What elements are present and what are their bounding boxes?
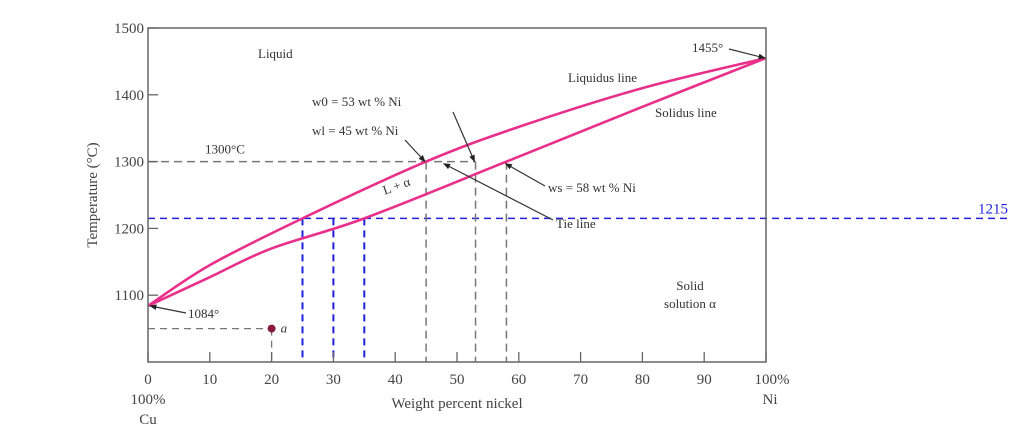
annotation-label: Solidus line [655, 105, 717, 120]
region-label: solution α [664, 296, 716, 311]
annotation-arrow [504, 163, 546, 187]
x-tick-label: 70 [573, 372, 588, 388]
reference-line-label: 1300°C [205, 142, 245, 157]
x-tick-label: 30 [326, 372, 341, 388]
annotation-label: ws = 58 wt % Ni [548, 180, 636, 195]
annotation-label: 1455° [692, 40, 723, 55]
x-end-label-right: Ni [763, 392, 778, 408]
annotation-arrow [728, 48, 766, 60]
x-tick-label: 60 [511, 372, 526, 388]
y-axis-label: Temperature (°C) [85, 142, 101, 247]
x-tick-label: 80 [635, 372, 650, 388]
annotation-arrow [443, 163, 554, 221]
x-axis-label: Weight percent nickel [391, 396, 522, 412]
x-tick-label: 100% [755, 372, 790, 388]
x-tick-label: 10 [202, 372, 217, 388]
reference-line-label: 1215 [978, 201, 1008, 217]
y-tick-label: 1500 [114, 21, 144, 37]
x-tick-label: 50 [450, 372, 465, 388]
annotation-arrow [404, 139, 426, 163]
solidus-line [147, 56, 767, 308]
y-tick-label: 1200 [114, 221, 144, 237]
x-end-label-left: Cu [139, 412, 157, 428]
annotation-arrow [452, 111, 476, 163]
data-point-label: a [281, 321, 288, 336]
y-tick-label: 1400 [114, 88, 144, 104]
annotation-label: wl = 45 wt % Ni [312, 123, 399, 138]
x-end-label-left: 100% [131, 392, 166, 408]
x-tick-label: 0 [144, 372, 152, 388]
region-label: Solid [676, 278, 704, 293]
liquidus-line [147, 56, 767, 307]
region-label: L + α [381, 174, 413, 198]
data-point-a [267, 324, 276, 333]
annotation-label: 1084° [188, 306, 219, 321]
annotation-label: Tie line [556, 216, 596, 231]
x-tick-label: 90 [697, 372, 712, 388]
y-tick-label: 1100 [115, 288, 144, 304]
x-tick-label: 20 [264, 372, 279, 388]
annotation-arrow [149, 304, 187, 314]
annotation-label: Liquidus line [568, 70, 637, 85]
y-tick-label: 1300 [114, 155, 144, 171]
plot-frame [147, 27, 767, 363]
region-label: Liquid [258, 46, 293, 61]
x-tick-label: 40 [388, 372, 403, 388]
annotation-label: w0 = 53 wt % Ni [312, 94, 402, 109]
